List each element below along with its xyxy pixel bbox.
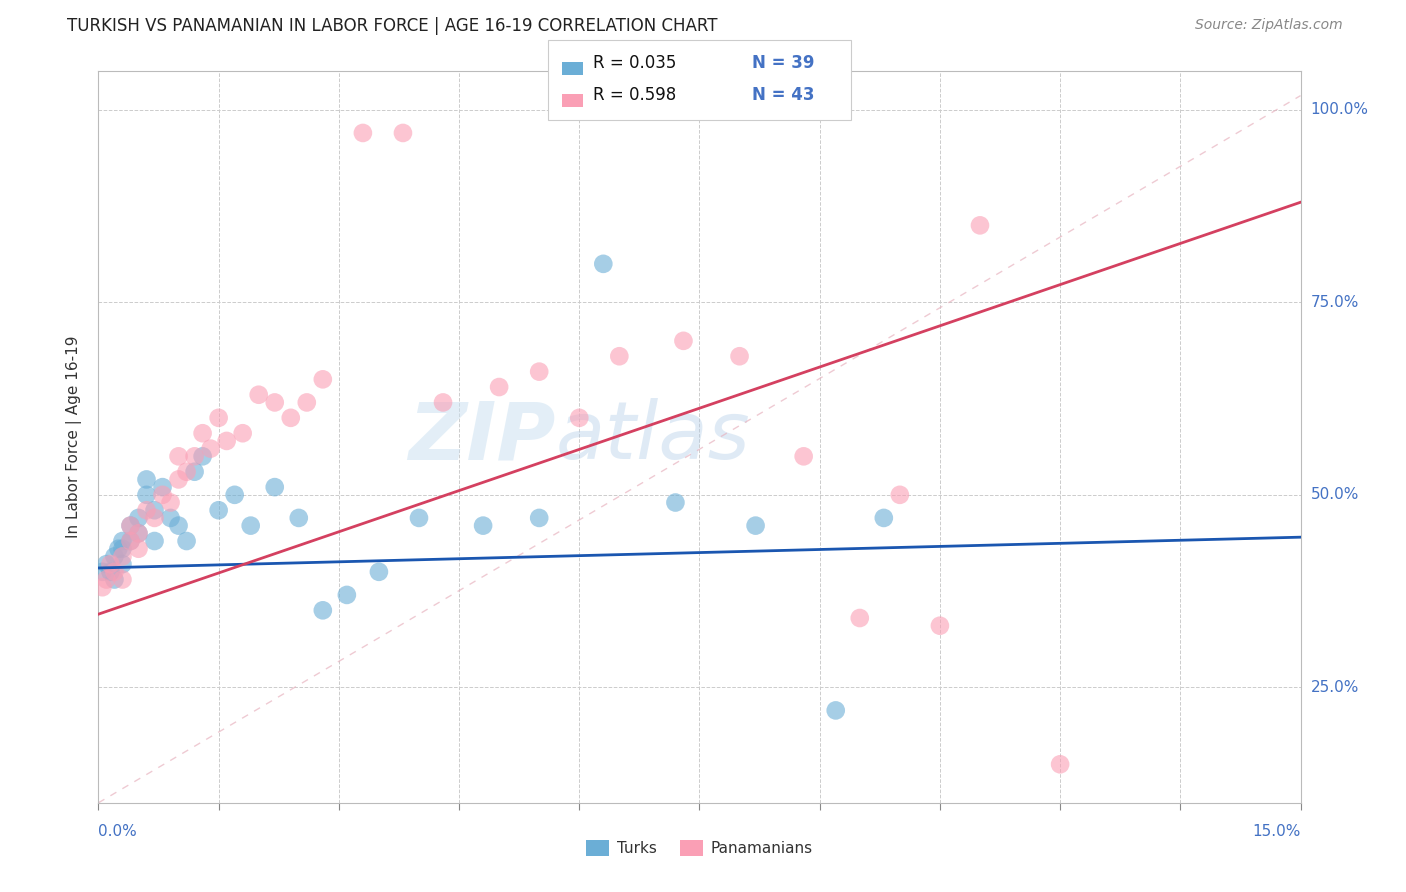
Point — [247, 388, 270, 402]
Point — [728, 349, 751, 363]
Point — [167, 518, 190, 533]
Point — [793, 450, 815, 464]
Point — [159, 495, 181, 509]
Point — [873, 511, 896, 525]
Point — [263, 480, 285, 494]
Point — [176, 465, 198, 479]
Point — [128, 526, 150, 541]
Point — [609, 349, 631, 363]
Point — [143, 534, 166, 549]
Point — [224, 488, 246, 502]
Point — [408, 511, 430, 525]
Point — [529, 511, 551, 525]
Point — [472, 518, 495, 533]
Text: ZIP: ZIP — [408, 398, 555, 476]
Point — [111, 573, 134, 587]
Text: R = 0.598: R = 0.598 — [593, 87, 676, 104]
Point — [336, 588, 359, 602]
Text: 100.0%: 100.0% — [1310, 103, 1368, 118]
Point — [91, 565, 114, 579]
Point — [143, 511, 166, 525]
Point — [111, 534, 134, 549]
Text: N = 43: N = 43 — [752, 87, 814, 104]
Point — [183, 465, 205, 479]
Point — [568, 410, 591, 425]
Point — [107, 541, 129, 556]
Point — [312, 603, 335, 617]
Point — [120, 534, 142, 549]
Text: 50.0%: 50.0% — [1310, 487, 1358, 502]
Point — [312, 372, 335, 386]
Text: TURKISH VS PANAMANIAN IN LABOR FORCE | AGE 16-19 CORRELATION CHART: TURKISH VS PANAMANIAN IN LABOR FORCE | A… — [67, 17, 718, 35]
Point — [1049, 757, 1071, 772]
Point — [103, 549, 125, 564]
Point — [432, 395, 454, 409]
Point — [239, 518, 262, 533]
Point — [100, 565, 122, 579]
Point — [167, 450, 190, 464]
Legend: Turks, Panamanians: Turks, Panamanians — [581, 834, 818, 863]
Point — [529, 365, 551, 379]
Point — [824, 703, 846, 717]
Point — [744, 518, 766, 533]
Point — [200, 442, 222, 456]
Point — [592, 257, 614, 271]
Point — [280, 410, 302, 425]
Point — [215, 434, 238, 448]
Point — [208, 503, 231, 517]
Text: 25.0%: 25.0% — [1310, 680, 1358, 695]
Point — [929, 618, 952, 632]
Point — [664, 495, 686, 509]
Point — [295, 395, 318, 409]
Point — [103, 573, 125, 587]
Point — [96, 557, 118, 571]
Text: 15.0%: 15.0% — [1253, 824, 1301, 838]
Point — [288, 511, 311, 525]
Point — [111, 549, 134, 564]
Point — [128, 511, 150, 525]
Point — [191, 426, 214, 441]
Point — [208, 410, 231, 425]
Point — [128, 526, 150, 541]
Text: 75.0%: 75.0% — [1310, 295, 1358, 310]
Point — [176, 534, 198, 549]
Point — [969, 219, 991, 233]
Point — [111, 541, 134, 556]
Point — [672, 334, 695, 348]
Point — [143, 503, 166, 517]
Point — [167, 472, 190, 486]
Point — [889, 488, 911, 502]
Point — [111, 557, 134, 571]
Text: R = 0.035: R = 0.035 — [593, 54, 676, 72]
Point — [488, 380, 510, 394]
Point — [120, 518, 142, 533]
Point — [352, 126, 374, 140]
Point — [120, 518, 142, 533]
Point — [120, 534, 142, 549]
Point — [392, 126, 415, 140]
Text: Source: ZipAtlas.com: Source: ZipAtlas.com — [1195, 19, 1343, 32]
Point — [152, 480, 174, 494]
Point — [135, 503, 157, 517]
Point — [191, 450, 214, 464]
Point — [263, 395, 285, 409]
Point — [96, 573, 118, 587]
Point — [135, 472, 157, 486]
Point — [103, 565, 125, 579]
Point — [91, 580, 114, 594]
Text: atlas: atlas — [555, 398, 749, 476]
Point — [183, 450, 205, 464]
Point — [135, 488, 157, 502]
Point — [152, 488, 174, 502]
Point — [849, 611, 872, 625]
Point — [100, 557, 122, 571]
Y-axis label: In Labor Force | Age 16-19: In Labor Force | Age 16-19 — [66, 335, 83, 539]
Point — [368, 565, 391, 579]
Text: 0.0%: 0.0% — [98, 824, 138, 838]
Point — [232, 426, 254, 441]
Text: N = 39: N = 39 — [752, 54, 814, 72]
Point — [128, 541, 150, 556]
Point — [159, 511, 181, 525]
